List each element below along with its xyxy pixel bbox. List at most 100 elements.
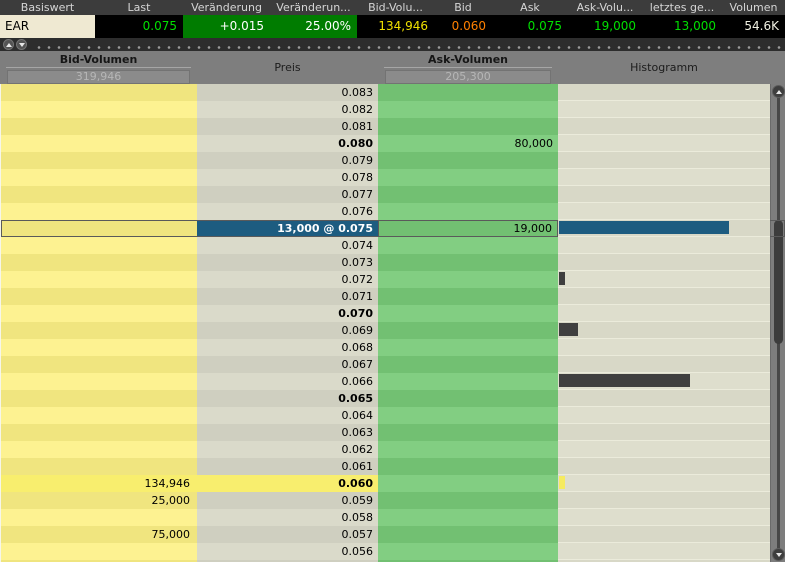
bid-volume-cell [1,101,197,118]
histogram-cell [558,458,770,475]
ladder-row-0.083[interactable]: 0.083 [1,84,785,101]
histogram-cell [558,118,770,135]
ladder-row-0.069[interactable]: 0.069 [1,322,785,339]
price-cell: 0.072 [197,271,378,288]
histogram-cell [558,390,770,407]
price-cell: 0.057 [197,526,378,543]
price-cell: 0.060 [197,475,378,492]
price-cell: 0.062 [197,441,378,458]
price-cell: 0.069 [197,322,378,339]
ladder-row-0.065[interactable]: 0.065 [1,390,785,407]
ladder-row-0.074[interactable]: 0.074 [1,237,785,254]
histogram-cell [558,237,770,254]
ask-volume-cell [378,118,558,135]
preis-column-header: Preis [197,51,378,84]
ladder-row-0.057[interactable]: 75,000 0.057 [1,526,785,543]
histogram-cell [558,288,770,305]
histogram-cell [558,475,770,492]
quote-col-value: 13,000 [674,19,716,33]
bid-volume-cell [1,543,197,560]
histogram-cell [558,322,770,339]
quote-col-value: 19,000 [594,19,636,33]
histogram-cell [558,220,770,237]
bid-volume-cell [1,339,197,356]
ladder-row-0.067[interactable]: 0.067 [1,356,785,373]
ladder-row-0.082[interactable]: 0.082 [1,101,785,118]
ladder-row-0.078[interactable]: 0.078 [1,169,785,186]
price-cell: 0.074 [197,237,378,254]
bid-volume-cell [1,322,197,339]
ladder-row-0.081[interactable]: 0.081 [1,118,785,135]
ask-volume-cell [378,186,558,203]
price-cell: 0.061 [197,458,378,475]
bid-volume-cell [1,135,197,152]
histogram-cell [558,492,770,509]
bid-volume-cell [1,458,197,475]
panel-splitter [0,38,785,51]
scroll-up-button[interactable] [772,85,785,98]
ladder-row-0.070[interactable]: 0.070 [1,305,785,322]
ladder-row-0.073[interactable]: 0.073 [1,254,785,271]
histogram-bar [559,476,565,489]
ask-volume-cell [378,237,558,254]
histogram-cell [558,254,770,271]
ladder-row-0.076[interactable]: 0.076 [1,203,785,220]
ladder-row-0.056[interactable]: 0.056 [1,543,785,560]
price-cell: 0.066 [197,373,378,390]
ask-volume-cell [378,356,558,373]
splitter-dots[interactable] [34,39,785,50]
ladder-row-0.080[interactable]: 0.080 80,000 [1,135,785,152]
ladder-row-0.066[interactable]: 0.066 [1,373,785,390]
histogram-cell [558,543,770,560]
ladder-row-0.068[interactable]: 0.068 [1,339,785,356]
ask-volume-cell [378,101,558,118]
ask-volume-cell [378,543,558,560]
ladder-row-0.075[interactable]: 13,000 @ 0.075 19,000 [1,220,785,237]
price-cell: 0.064 [197,407,378,424]
histogram-bar [559,272,565,285]
ladder-body: 0.083 0.082 0.081 0.080 80,000 0.079 0.078 0.07… [1,84,785,560]
ladder-row-0.060[interactable]: 134,946 0.060 [1,475,785,492]
ladder-row-0.058[interactable]: 0.058 [1,509,785,526]
ask-volume-cell [378,492,558,509]
ladder-row-0.071[interactable]: 0.071 [1,288,785,305]
histogram-cell [558,305,770,322]
scroll-down-button[interactable] [772,548,785,561]
ladder-row-0.072[interactable]: 0.072 [1,271,785,288]
ask-volume-cell [378,288,558,305]
histogram-cell [558,84,770,101]
price-cell: 0.071 [197,288,378,305]
price-cell: 0.079 [197,152,378,169]
ladder-row-0.079[interactable]: 0.079 [1,152,785,169]
price-ladder: 0.083 0.082 0.081 0.080 80,000 0.079 0.078 0.07… [0,84,785,562]
histogram-cell [558,169,770,186]
preis-label: Preis [274,61,301,74]
arrow-up-icon [775,89,782,94]
bid-volume-cell [1,271,197,288]
bid-volume-cell [1,152,197,169]
histogram-cell [558,186,770,203]
ask-volume-cell [378,509,558,526]
quote-col-header: Ask [520,1,540,14]
ladder-row-0.077[interactable]: 0.077 [1,186,785,203]
ladder-row-0.061[interactable]: 0.061 [1,458,785,475]
ask-volume-cell [378,254,558,271]
quote-col-header: Ask-Volu... [576,1,634,14]
histogram-cell [558,424,770,441]
quote-header-row: Basiswert Last Veränderung Veränderun... Bid… [0,0,785,15]
ask-volume-cell [378,390,558,407]
histogram-cell [558,373,770,390]
ladder-row-0.064[interactable]: 0.064 [1,407,785,424]
bid-volume-cell [1,390,197,407]
splitter-collapse-up-button[interactable] [3,39,14,50]
ladder-row-0.063[interactable]: 0.063 [1,424,785,441]
price-cell: 0.073 [197,254,378,271]
splitter-collapse-down-button[interactable] [16,39,27,50]
price-cell: 0.065 [197,390,378,407]
ladder-row-0.062[interactable]: 0.062 [1,441,785,458]
vertical-scrollbar[interactable] [770,84,785,562]
scrollbar-thumb[interactable] [774,220,783,344]
histogram-cell [558,526,770,543]
histogram-cell [558,509,770,526]
ladder-row-0.059[interactable]: 25,000 0.059 [1,492,785,509]
